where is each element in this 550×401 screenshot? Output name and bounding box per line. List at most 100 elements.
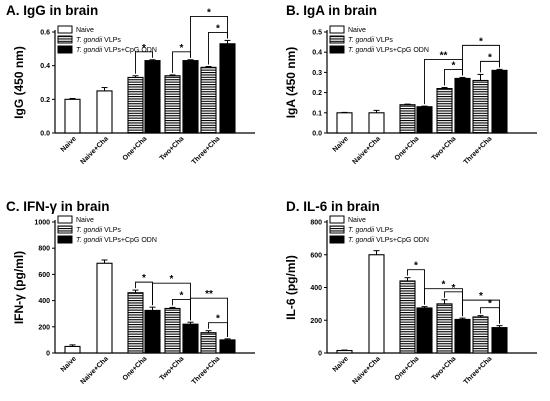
legend-label-0: Naive (348, 217, 366, 224)
y-tick-label: 400 (310, 285, 322, 292)
significance-bracket (208, 322, 228, 337)
significance-bracket (190, 15, 228, 58)
significance-bracket (135, 51, 153, 74)
bar-one-cha-s2 (416, 307, 433, 354)
panel-title-a: A. IgG in brain (6, 3, 98, 18)
bar-two-cha-s1 (164, 307, 181, 354)
bar-one-cha-s2 (416, 106, 433, 134)
significance-label: * (216, 314, 220, 325)
y-tick-label: 200 (310, 318, 322, 325)
bar-two-cha-s2 (454, 77, 471, 134)
bar-one-cha-s2 (144, 60, 161, 134)
significance-bracket (190, 297, 228, 337)
bar-two-cha-s2 (182, 60, 199, 134)
bar-three-cha-s1 (472, 79, 489, 134)
chart-panel-b: B. IgA in brain IgA (450 nm) 0.0 0.1 0.2 0.3 0… (284, 3, 537, 166)
x-tick-label: Two+Cha (159, 135, 186, 162)
x-tick-label: Naive+Cha (352, 355, 382, 385)
x-tick-label: One+Cha (122, 355, 149, 382)
significance-label: * (216, 23, 220, 34)
legend-label-0: Naive (348, 27, 366, 34)
panel-title-b: B. IgA in brain (286, 3, 377, 18)
significance-label: * (170, 274, 174, 285)
significance-label: * (180, 290, 184, 301)
bar-two-cha-s1 (436, 88, 453, 134)
chart-panel-c: C. IFN-γ in brain IFN-γ (pg/ml) 0 200 400 600… (6, 199, 255, 386)
y-tick-label: 0 (318, 351, 322, 358)
legend-label-0: Naive (76, 217, 94, 224)
bar-naive-cha-s0 (96, 90, 113, 134)
legend-swatch-1 (329, 35, 345, 44)
legend-label-2: T. gondii VLPs+CpG ODN (76, 47, 157, 54)
legend-swatch-2 (57, 235, 73, 244)
bar-naive-s0 (336, 349, 353, 354)
y-tick-label: 0.3 (312, 70, 322, 77)
significance-label: * (142, 43, 146, 54)
bar-naive-cha-s0 (368, 254, 385, 354)
bar-one-cha-s1 (127, 292, 144, 354)
significance-bracket (462, 44, 500, 76)
y-tick-label: 800 (310, 220, 322, 227)
legend-swatch-0 (329, 215, 345, 224)
significance-label: * (442, 280, 446, 291)
significance-label: * (488, 52, 492, 63)
y-tick-label: 0.0 (312, 131, 322, 138)
y-tick-label: 0.6 (40, 30, 50, 37)
bar-naive-s0 (64, 98, 81, 134)
bar-naive-cha-s0 (96, 262, 113, 354)
bar-two-cha-s2 (182, 323, 199, 354)
bar-naive-s0 (64, 345, 81, 354)
legend-swatch-1 (329, 225, 345, 234)
bar-two-cha-s2 (454, 318, 471, 354)
x-tick-label: Three+Cha (463, 135, 494, 166)
y-tick-label: 600 (38, 272, 50, 279)
x-tick-label: Naive (60, 135, 78, 153)
legend-label-1: T. gondii VLPs (76, 37, 121, 44)
legend-swatch-1 (57, 225, 73, 234)
significance-label: ** (440, 50, 448, 61)
bar-three-cha-s1 (200, 332, 217, 354)
legend-swatch-0 (57, 215, 73, 224)
bar-three-cha-s1 (472, 316, 489, 354)
legend-label-2: T. gondii VLPs+CpG ODN (76, 237, 157, 244)
legend-swatch-2 (329, 45, 345, 54)
x-tick-label: Two+Cha (431, 135, 458, 162)
bar-three-cha-s2 (491, 327, 508, 354)
bar-one-cha-s2 (144, 309, 161, 354)
x-tick-label: Three+Cha (463, 355, 494, 386)
y-tick-label: 0.2 (312, 90, 322, 97)
bar-two-cha-s1 (164, 75, 181, 134)
chart-panel-d: D. IL-6 in brain IL-6 (pg/ml) 0 200 400 600 80… (284, 199, 537, 386)
x-tick-label: Naive (60, 355, 78, 373)
bar-one-cha-s1 (127, 76, 144, 134)
x-tick-label: Naive (332, 135, 350, 153)
x-tick-label: One+Cha (394, 355, 421, 382)
significance-label: * (479, 291, 483, 302)
y-axis-label: IgG (450 nm) (12, 46, 26, 119)
x-tick-label: Naive (332, 355, 350, 373)
y-tick-label: 1000 (34, 220, 50, 227)
x-tick-label: Naive+Cha (80, 355, 110, 385)
significance-label: * (414, 261, 418, 272)
x-tick-label: Naive+Cha (80, 135, 110, 165)
legend-label-2: T. gondii VLPs+CpG ODN (348, 237, 429, 244)
y-tick-label: 0 (46, 351, 50, 358)
y-tick-label: 400 (38, 298, 50, 305)
bar-three-cha-s2 (219, 43, 236, 134)
x-tick-label: One+Cha (122, 135, 149, 162)
legend-label-1: T. gondii VLPs (348, 37, 393, 44)
bar-naive-cha-s0 (368, 112, 385, 134)
significance-bracket (407, 269, 425, 305)
legend-label-2: T. gondii VLPs+CpG ODN (348, 47, 429, 54)
bar-three-cha-s2 (491, 69, 508, 134)
bar-three-cha-s1 (200, 66, 217, 134)
x-tick-label: Three+Cha (191, 355, 222, 386)
y-axis-label: IL-6 (pg/ml) (284, 255, 298, 320)
significance-label: * (488, 299, 492, 310)
significance-label: * (180, 43, 184, 54)
panel-title-d: D. IL-6 in brain (286, 199, 380, 214)
x-tick-label: Two+Cha (431, 355, 458, 382)
legend-swatch-0 (57, 25, 73, 34)
y-tick-label: 0.2 (40, 97, 50, 104)
y-tick-label: 0.5 (312, 30, 322, 37)
